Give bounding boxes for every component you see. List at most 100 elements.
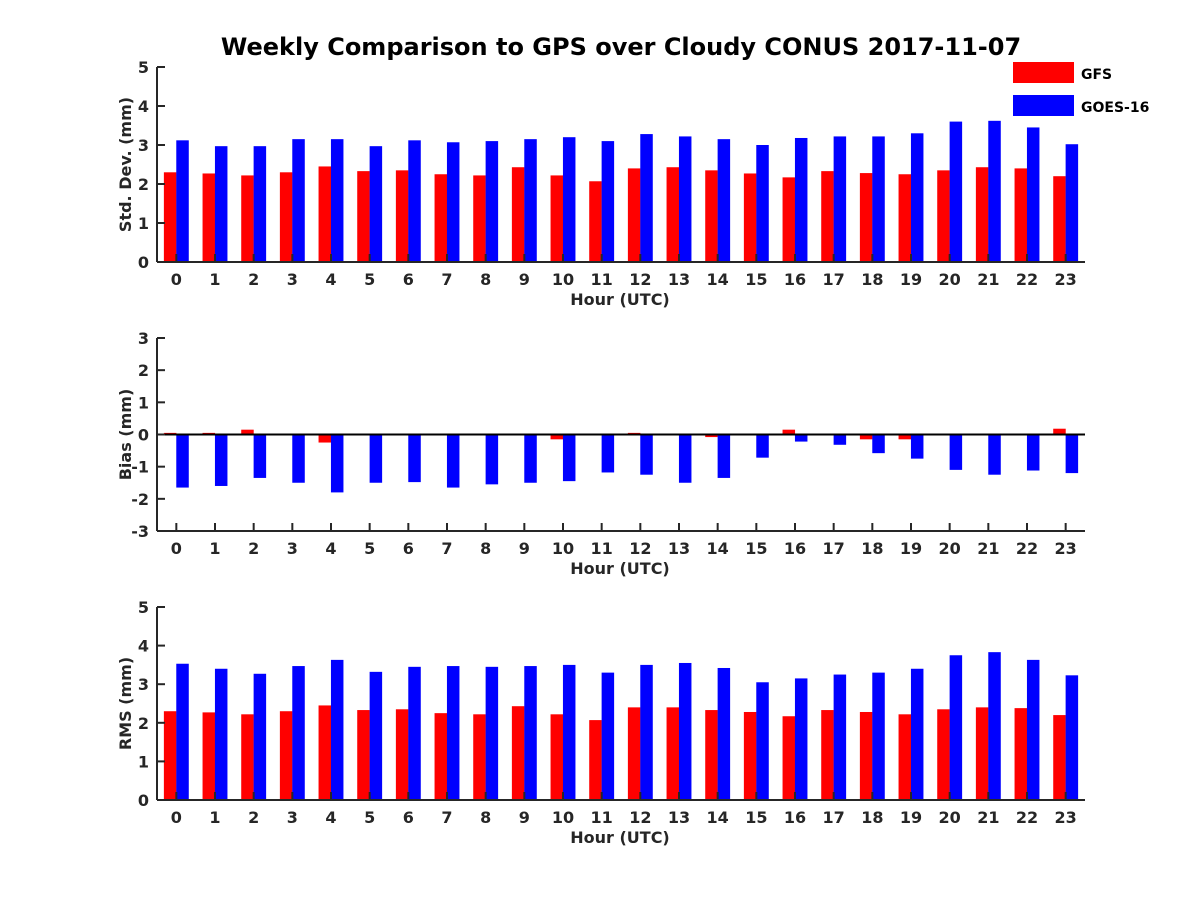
x-tick-label-rms-17: 17 bbox=[823, 808, 845, 827]
bar-rms-goes16-16 bbox=[794, 678, 808, 800]
bar-bias-goes16-3 bbox=[292, 434, 305, 483]
x-tick-label-bias-9: 9 bbox=[519, 539, 530, 558]
bar-stddev-gfs-15 bbox=[743, 173, 757, 262]
bar-stddev-goes16-21 bbox=[988, 120, 1001, 262]
y-tick-label-bias--2: -2 bbox=[131, 490, 149, 509]
bar-rms-goes16-19 bbox=[910, 668, 924, 800]
x-tick-label-bias-6: 6 bbox=[403, 539, 414, 558]
bar-stddev-gfs-18 bbox=[859, 173, 873, 262]
x-axis-label-bias: Hour (UTC) bbox=[570, 559, 670, 578]
bar-stddev-goes16-12 bbox=[640, 134, 653, 262]
bar-stddev-goes16-22 bbox=[1026, 127, 1040, 262]
x-tick-label-bias-11: 11 bbox=[591, 539, 613, 558]
x-tick-label-stddev-22: 22 bbox=[1016, 270, 1038, 289]
bar-rms-goes16-13 bbox=[678, 662, 692, 800]
y-tick-label-rms-1: 1 bbox=[138, 752, 149, 771]
x-tick-label-rms-6: 6 bbox=[403, 808, 414, 827]
y-tick-label-bias-1: 1 bbox=[138, 393, 149, 412]
bar-rms-gfs-16 bbox=[782, 716, 796, 800]
y-axis-label-rms: RMS (mm) bbox=[116, 657, 135, 750]
legend-swatch-gfs bbox=[1013, 62, 1074, 83]
bar-stddev-gfs-12 bbox=[627, 168, 641, 262]
x-tick-label-stddev-8: 8 bbox=[480, 270, 491, 289]
bar-stddev-goes16-1 bbox=[214, 146, 228, 262]
bar-bias-goes16-12 bbox=[640, 434, 653, 475]
x-tick-label-bias-5: 5 bbox=[364, 539, 375, 558]
bar-stddev-goes16-6 bbox=[408, 140, 421, 262]
bar-rms-gfs-13 bbox=[666, 707, 680, 800]
legend-label-goes16: GOES-16 bbox=[1081, 100, 1149, 116]
bar-rms-goes16-12 bbox=[640, 664, 653, 800]
x-tick-label-rms-4: 4 bbox=[325, 808, 336, 827]
bar-bias-goes16-10 bbox=[562, 434, 576, 482]
bar-bias-goes16-4 bbox=[330, 434, 344, 493]
x-tick-label-stddev-19: 19 bbox=[900, 270, 922, 289]
x-tick-label-stddev-10: 10 bbox=[552, 270, 574, 289]
bar-rms-goes16-1 bbox=[214, 668, 228, 800]
x-tick-label-stddev-12: 12 bbox=[629, 270, 651, 289]
bar-stddev-goes16-11 bbox=[601, 141, 615, 262]
x-tick-label-rms-11: 11 bbox=[591, 808, 613, 827]
bar-stddev-goes16-3 bbox=[292, 139, 305, 262]
bar-stddev-goes16-17 bbox=[833, 136, 847, 262]
bar-stddev-goes16-15 bbox=[756, 145, 769, 262]
bar-stddev-gfs-1 bbox=[202, 173, 216, 262]
bar-stddev-gfs-14 bbox=[705, 170, 718, 262]
y-tick-label-bias-0: 0 bbox=[138, 426, 149, 445]
bar-stddev-goes16-5 bbox=[369, 146, 383, 262]
bar-stddev-gfs-7 bbox=[434, 174, 448, 262]
bar-rms-gfs-8 bbox=[473, 714, 486, 800]
y-tick-label-rms-0: 0 bbox=[138, 791, 149, 810]
bar-rms-goes16-22 bbox=[1026, 659, 1040, 800]
bar-rms-goes16-8 bbox=[485, 666, 499, 800]
x-tick-label-rms-0: 0 bbox=[171, 808, 182, 827]
bar-bias-gfs-19 bbox=[898, 434, 912, 440]
bar-rms-goes16-14 bbox=[717, 667, 731, 800]
bar-stddev-gfs-2 bbox=[241, 175, 254, 262]
x-tick-label-bias-10: 10 bbox=[552, 539, 574, 558]
bar-bias-goes16-6 bbox=[408, 434, 421, 483]
bar-rms-gfs-22 bbox=[1014, 708, 1028, 800]
bar-bias-goes16-7 bbox=[446, 434, 460, 488]
chart-title: Weekly Comparison to GPS over Cloudy CON… bbox=[221, 33, 1021, 61]
y-tick-label-stddev-0: 0 bbox=[138, 253, 149, 272]
bar-bias-gfs-10 bbox=[550, 434, 564, 440]
bar-bias-goes16-13 bbox=[678, 434, 692, 483]
bar-stddev-gfs-13 bbox=[666, 167, 680, 262]
x-tick-label-stddev-0: 0 bbox=[171, 270, 182, 289]
bar-bias-goes16-2 bbox=[253, 434, 267, 478]
legend-swatch-goes16 bbox=[1013, 95, 1074, 116]
bar-rms-gfs-11 bbox=[589, 720, 602, 800]
bar-stddev-gfs-11 bbox=[589, 181, 602, 262]
bar-bias-goes16-20 bbox=[949, 434, 963, 470]
x-tick-label-stddev-7: 7 bbox=[441, 270, 452, 289]
bar-rms-gfs-1 bbox=[202, 712, 216, 800]
bar-bias-gfs-23 bbox=[1053, 428, 1066, 435]
x-tick-label-rms-5: 5 bbox=[364, 808, 375, 827]
legend: GFS GOES-16 bbox=[1013, 62, 1149, 116]
legend-label-gfs: GFS bbox=[1081, 67, 1112, 83]
x-tick-label-rms-15: 15 bbox=[745, 808, 767, 827]
bar-rms-gfs-6 bbox=[395, 709, 409, 800]
y-tick-label-bias-3: 3 bbox=[138, 329, 149, 348]
x-tick-label-stddev-18: 18 bbox=[861, 270, 883, 289]
bar-rms-gfs-0 bbox=[163, 711, 177, 800]
bar-rms-goes16-7 bbox=[446, 666, 460, 800]
x-tick-label-stddev-15: 15 bbox=[745, 270, 767, 289]
bar-stddev-gfs-21 bbox=[975, 167, 989, 262]
x-tick-label-rms-1: 1 bbox=[209, 808, 220, 827]
bar-rms-goes16-20 bbox=[949, 655, 963, 800]
bar-bias-goes16-17 bbox=[833, 434, 847, 445]
x-tick-label-rms-23: 23 bbox=[1055, 808, 1077, 827]
bar-stddev-goes16-8 bbox=[485, 141, 499, 262]
bar-bias-gfs-4 bbox=[318, 434, 332, 443]
x-tick-label-bias-19: 19 bbox=[900, 539, 922, 558]
bar-rms-gfs-17 bbox=[821, 710, 834, 800]
y-axis-label-stddev: Std. Dev. (mm) bbox=[116, 97, 135, 232]
x-tick-label-stddev-2: 2 bbox=[248, 270, 259, 289]
x-tick-label-rms-8: 8 bbox=[480, 808, 491, 827]
y-tick-label-rms-4: 4 bbox=[138, 637, 149, 656]
bar-bias-goes16-22 bbox=[1026, 434, 1040, 471]
x-tick-label-rms-19: 19 bbox=[900, 808, 922, 827]
bar-rms-gfs-15 bbox=[743, 711, 757, 800]
